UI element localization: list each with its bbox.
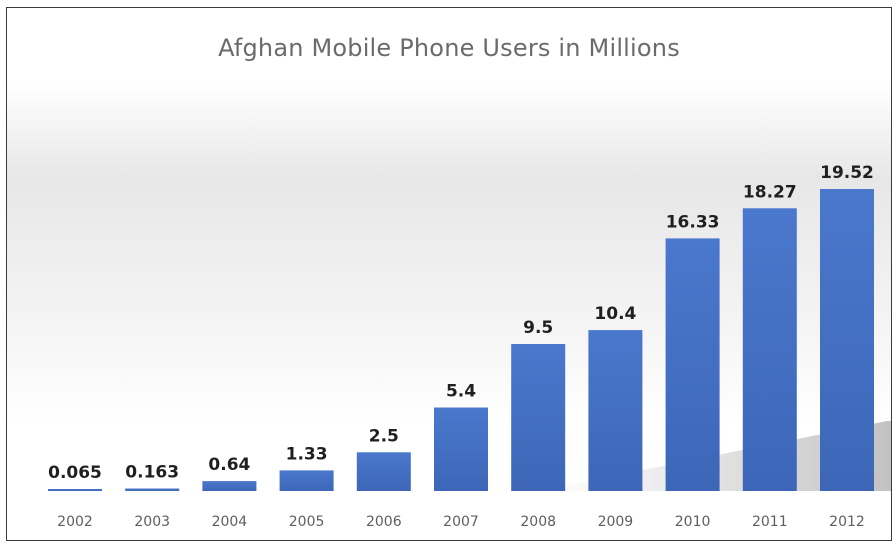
x-tick-label-2006: 2006 xyxy=(366,514,402,530)
bar-chart: 0.065 0.163 0.64 1.33 2.5 5.4 9.5 10.4 16.33 18.2… xyxy=(48,163,891,530)
bar-2003 xyxy=(125,488,180,491)
bar-2002 xyxy=(48,489,102,491)
data-label-2003: 0.163 xyxy=(125,463,179,483)
data-label-2011: 18.27 xyxy=(743,182,797,202)
chart-title: Afghan Mobile Phone Users in Millions xyxy=(218,34,680,62)
bar-2010 xyxy=(665,238,720,491)
data-label-2008: 9.5 xyxy=(523,318,553,338)
x-tick-label-2011: 2011 xyxy=(752,514,788,530)
bar-2007 xyxy=(434,407,488,491)
chart-frame: Afghan Mobile Phone Users in Millions 0.… xyxy=(6,7,892,541)
bar-2004 xyxy=(202,481,257,491)
data-label-2002: 0.065 xyxy=(48,463,102,483)
data-label-2012: 19.52 xyxy=(820,163,874,183)
data-label-2006: 2.5 xyxy=(369,426,399,446)
bar-2012 xyxy=(820,189,874,491)
data-label-2010: 16.33 xyxy=(666,212,720,232)
x-tick-label-2003: 2003 xyxy=(134,514,170,530)
data-label-2004: 0.64 xyxy=(208,455,250,475)
bar-2009 xyxy=(588,330,643,491)
data-label-2005: 1.33 xyxy=(286,444,328,464)
bar-2008 xyxy=(511,344,566,491)
x-tick-label-2004: 2004 xyxy=(212,514,248,530)
data-label-2007: 5.4 xyxy=(446,382,476,402)
x-tick-label-2009: 2009 xyxy=(598,514,634,530)
x-tick-label-2002: 2002 xyxy=(57,514,93,530)
bar-2006 xyxy=(356,452,411,491)
x-tick-label-2005: 2005 xyxy=(289,514,325,530)
bar-2011 xyxy=(742,208,797,492)
x-tick-label-2012: 2012 xyxy=(829,514,865,530)
x-tick-label-2010: 2010 xyxy=(675,514,711,530)
bar-2005 xyxy=(279,470,334,491)
data-label-2009: 10.4 xyxy=(594,304,636,324)
x-tick-label-2007: 2007 xyxy=(443,514,479,530)
x-tick-label-2008: 2008 xyxy=(520,514,556,530)
